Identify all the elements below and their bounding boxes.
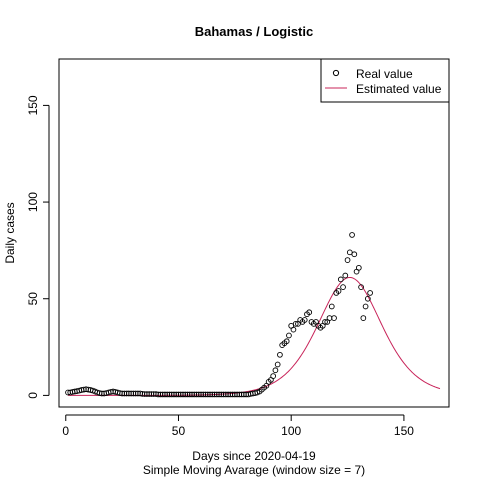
real-point bbox=[277, 351, 283, 358]
real-point bbox=[340, 284, 346, 290]
y-axis: 0 50 100 150 bbox=[26, 95, 50, 399]
x-tick-label: 0 bbox=[62, 424, 69, 438]
x-tick-label: 150 bbox=[394, 424, 414, 438]
real-point bbox=[331, 315, 337, 321]
x-tick-label: 50 bbox=[172, 424, 186, 438]
real-point bbox=[322, 319, 328, 325]
x-axis-sublabel: Simple Moving Avarage (window size = 7) bbox=[143, 463, 365, 477]
real-point bbox=[292, 321, 299, 327]
real-point bbox=[342, 272, 349, 279]
estimated-curve bbox=[68, 276, 441, 396]
real-point bbox=[283, 338, 290, 345]
real-point bbox=[274, 361, 281, 368]
real-point bbox=[270, 373, 277, 379]
y-tick-label: 50 bbox=[26, 292, 40, 306]
x-axis: 0 50 100 150 bbox=[62, 414, 414, 438]
real-point bbox=[306, 309, 313, 316]
real-series bbox=[65, 232, 373, 398]
real-point bbox=[335, 288, 342, 294]
real-point bbox=[362, 303, 369, 310]
x-axis-label: Days since 2020-04-19 bbox=[192, 449, 316, 463]
y-tick-label: 100 bbox=[26, 192, 40, 212]
real-point bbox=[355, 264, 362, 271]
real-point bbox=[367, 290, 373, 296]
legend: Real value Estimated value bbox=[320, 58, 450, 103]
real-point bbox=[346, 249, 353, 256]
legend-estimated-label: Estimated value bbox=[356, 82, 442, 96]
real-point bbox=[301, 317, 308, 323]
chart-title: Bahamas / Logistic bbox=[195, 24, 313, 39]
real-point bbox=[358, 284, 364, 290]
real-point bbox=[351, 251, 358, 258]
plot-area bbox=[58, 58, 450, 408]
y-tick-label: 0 bbox=[26, 392, 40, 399]
real-point bbox=[337, 276, 344, 283]
y-tick-label: 150 bbox=[26, 95, 40, 115]
legend-box bbox=[320, 58, 450, 103]
real-point bbox=[360, 315, 367, 321]
real-point bbox=[272, 367, 279, 374]
y-axis-label: Daily cases bbox=[3, 202, 17, 263]
real-point bbox=[349, 232, 355, 238]
real-point bbox=[286, 332, 292, 339]
estimated-series bbox=[68, 276, 441, 396]
real-point bbox=[328, 303, 335, 310]
real-point bbox=[364, 295, 371, 302]
legend-real-label: Real value bbox=[356, 67, 413, 81]
x-tick-label: 100 bbox=[281, 424, 301, 438]
real-point bbox=[344, 257, 351, 263]
legend-real-marker bbox=[332, 69, 340, 77]
real-point bbox=[290, 326, 297, 333]
plot-frame bbox=[58, 58, 450, 408]
